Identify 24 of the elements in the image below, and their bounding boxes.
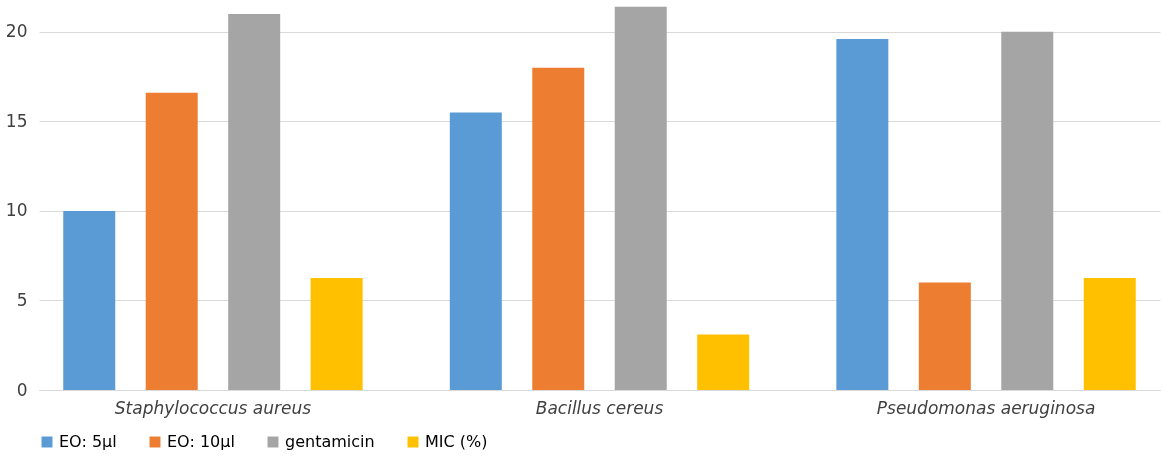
x-tick-label: Staphylococcus aureus <box>114 397 312 418</box>
bar <box>228 13 281 390</box>
legend-label: EO: 10µl <box>167 432 235 451</box>
bar <box>697 334 750 390</box>
bar <box>532 67 585 390</box>
bar <box>63 210 116 390</box>
x-tick-label: Pseudomonas aeruginosa <box>876 397 1096 418</box>
bar <box>918 282 971 390</box>
legend-label: EO: 5µl <box>59 432 117 451</box>
y-tick-label: 5 <box>16 289 28 310</box>
y-tick-label: 15 <box>5 110 28 131</box>
bar <box>1083 278 1136 390</box>
y-tick-label: 0 <box>16 379 28 400</box>
bar <box>310 278 363 390</box>
legend-label: gentamicin <box>285 432 375 451</box>
bar <box>449 112 502 390</box>
legend-label: MIC (%) <box>425 432 488 451</box>
y-tick-label: 10 <box>5 200 28 221</box>
bar <box>614 6 667 390</box>
bar <box>1001 31 1054 390</box>
bar <box>145 92 198 390</box>
x-tick-label: Bacillus cereus <box>535 397 664 418</box>
bar <box>836 39 889 390</box>
y-tick-label: 20 <box>5 21 28 42</box>
